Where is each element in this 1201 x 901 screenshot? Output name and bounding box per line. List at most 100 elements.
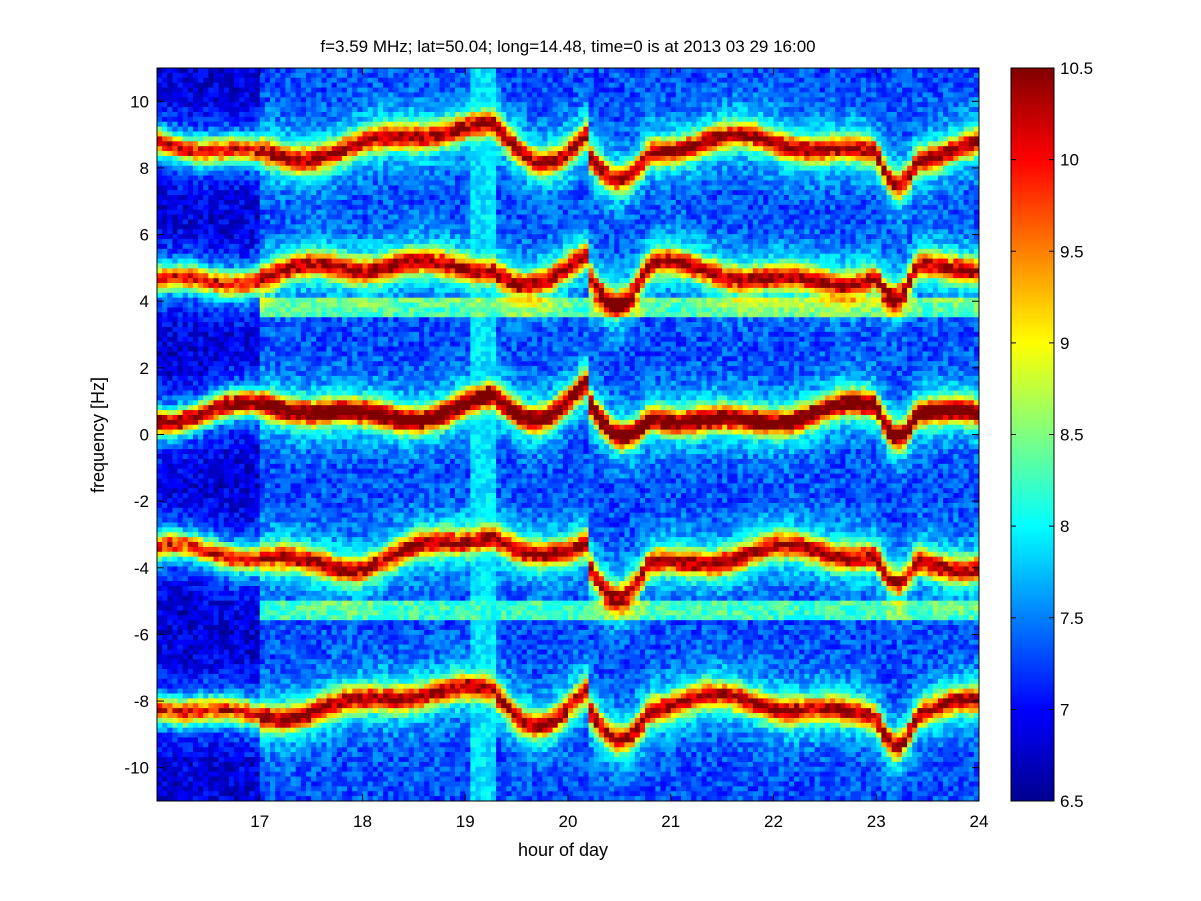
heatmap-cell xyxy=(295,581,302,587)
heatmap-cell xyxy=(198,458,204,465)
heatmap-cell xyxy=(305,214,312,221)
heatmap-cell xyxy=(259,669,266,675)
heatmap-cell xyxy=(162,610,168,616)
heatmap-cell xyxy=(157,126,163,133)
heatmap-cell xyxy=(182,732,189,739)
heatmap-cell xyxy=(305,478,312,484)
heatmap-cell xyxy=(290,424,297,431)
heatmap-cell xyxy=(280,170,287,177)
heatmap-cell xyxy=(172,605,179,612)
heatmap-cell xyxy=(187,507,194,514)
heatmap-cell xyxy=(244,429,251,436)
heatmap-cell xyxy=(182,752,189,758)
heatmap-cell xyxy=(239,273,245,279)
heatmap-cell xyxy=(192,273,199,279)
heatmap-cell xyxy=(157,708,163,714)
heatmap-cell xyxy=(198,429,204,436)
heatmap-cell xyxy=(290,678,297,685)
heatmap-cell xyxy=(270,581,276,587)
heatmap-cell xyxy=(275,629,281,636)
heatmap-cell xyxy=(157,141,163,147)
heatmap-cell xyxy=(295,615,302,621)
heatmap-cell xyxy=(249,204,256,211)
heatmap-cell xyxy=(218,444,225,450)
heatmap-cell xyxy=(290,502,297,509)
heatmap-cell xyxy=(187,566,194,572)
heatmap-cell xyxy=(254,468,261,475)
heatmap-cell xyxy=(167,620,174,626)
heatmap-cell xyxy=(321,331,328,338)
heatmap-cell xyxy=(177,727,184,734)
heatmap-cell xyxy=(228,287,235,294)
heatmap-cell xyxy=(177,239,184,245)
heatmap-cell xyxy=(234,581,240,587)
heatmap-cell xyxy=(285,752,292,758)
heatmap-cell xyxy=(290,170,297,177)
heatmap-cell xyxy=(321,615,328,621)
heatmap-cell xyxy=(234,742,240,748)
heatmap-cell xyxy=(264,165,271,172)
heatmap-cell xyxy=(177,717,184,724)
heatmap-cell xyxy=(285,234,292,240)
heatmap-cell xyxy=(223,664,230,670)
heatmap-cell xyxy=(275,605,281,612)
heatmap-cell xyxy=(275,283,281,289)
heatmap-cell xyxy=(172,136,179,142)
heatmap-cell xyxy=(187,224,194,230)
heatmap-cell xyxy=(259,625,266,631)
heatmap-cell xyxy=(177,107,184,113)
heatmap-cell xyxy=(187,625,194,631)
heatmap-cell xyxy=(177,346,184,353)
heatmap-cell xyxy=(198,659,204,665)
heatmap-cell xyxy=(300,185,307,191)
heatmap-cell xyxy=(280,77,287,84)
heatmap-cell xyxy=(223,356,230,362)
heatmap-cell xyxy=(264,566,271,572)
heatmap-cell xyxy=(218,375,225,382)
heatmap-cell xyxy=(300,698,307,704)
heatmap-cell xyxy=(172,419,179,426)
heatmap-cell xyxy=(249,581,256,587)
heatmap-cell xyxy=(290,625,297,631)
heatmap-cell xyxy=(192,590,199,597)
heatmap-cell xyxy=(264,180,271,186)
heatmap-cell xyxy=(270,326,276,333)
heatmap-cell xyxy=(285,160,292,167)
heatmap-cell xyxy=(295,468,302,475)
heatmap-cell xyxy=(311,248,317,255)
heatmap-cell xyxy=(167,463,174,470)
heatmap-cell xyxy=(172,468,179,475)
heatmap-cell xyxy=(321,322,328,328)
heatmap-cell xyxy=(162,620,168,626)
heatmap-cell xyxy=(182,600,189,607)
heatmap-cell xyxy=(182,243,189,250)
heatmap-cell xyxy=(182,263,189,269)
heatmap-cell xyxy=(223,361,230,367)
heatmap-cell xyxy=(300,732,307,739)
heatmap-cell xyxy=(270,102,276,108)
heatmap-cell xyxy=(244,791,251,797)
heatmap-cell xyxy=(208,517,215,524)
heatmap-cell xyxy=(187,414,194,421)
heatmap-cell xyxy=(157,669,163,675)
heatmap-cell xyxy=(239,92,245,98)
heatmap-cell xyxy=(228,673,235,680)
heatmap-cell xyxy=(305,131,312,138)
heatmap-cell xyxy=(187,390,194,397)
heatmap-cell xyxy=(280,473,287,480)
heatmap-cell xyxy=(234,385,240,392)
heatmap-cell xyxy=(162,195,168,201)
heatmap-cell xyxy=(270,273,276,279)
heatmap-cell xyxy=(254,493,261,499)
heatmap-cell xyxy=(295,229,302,235)
heatmap-cell xyxy=(305,429,312,436)
heatmap-cell xyxy=(157,380,163,387)
heatmap-cell xyxy=(228,463,235,470)
heatmap-cell xyxy=(157,649,163,655)
heatmap-cell xyxy=(234,566,240,572)
heatmap-cell xyxy=(244,380,251,387)
heatmap-cell xyxy=(295,659,302,665)
heatmap-cell xyxy=(295,507,302,514)
heatmap-cell xyxy=(275,429,281,436)
heatmap-cell xyxy=(167,68,174,74)
